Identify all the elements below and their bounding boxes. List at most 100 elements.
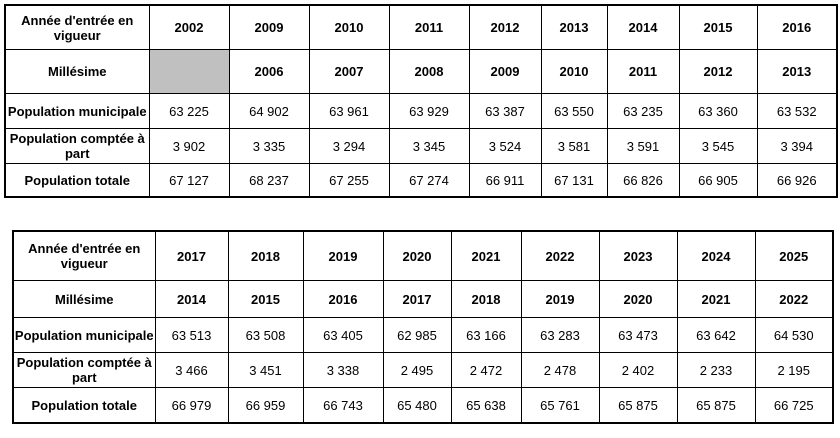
annee-cell: 2018 xyxy=(227,230,304,281)
row-pop-part: Population comptée à part 3 466 3 451 3 … xyxy=(12,352,834,388)
row-label-pop-totale: Population totale xyxy=(12,387,156,424)
annee-cell: 2024 xyxy=(676,230,756,281)
value-cell: 63 532 xyxy=(756,93,838,129)
annee-cell: 2014 xyxy=(606,4,680,50)
row-label-pop-municipale: Population municipale xyxy=(4,93,150,129)
value-cell: 63 405 xyxy=(302,317,384,353)
value-cell: 63 387 xyxy=(468,93,542,129)
row-label-pop-totale: Population totale xyxy=(4,163,150,198)
annee-cell: 2012 xyxy=(468,4,542,50)
millesime-cell: 2017 xyxy=(382,280,452,318)
value-cell: 3 545 xyxy=(678,128,758,164)
value-cell: 65 875 xyxy=(598,387,678,424)
annee-cell: 2017 xyxy=(154,230,229,281)
value-cell: 66 959 xyxy=(227,387,304,424)
row-annee: Année d'entrée en vigueur 2017 2018 2019… xyxy=(12,230,834,281)
row-pop-municipale: Population municipale 63 513 63 508 63 4… xyxy=(12,317,834,353)
millesime-cell: 2014 xyxy=(154,280,229,318)
row-millesime: Millésime 2006 2007 2008 2009 2010 2011 … xyxy=(4,49,838,94)
value-cell: 3 451 xyxy=(227,352,304,388)
millesime-cell: 2022 xyxy=(754,280,834,318)
row-annee: Année d'entrée en vigueur 2002 2009 2010… xyxy=(4,4,838,50)
millesime-cell: 2010 xyxy=(540,49,608,94)
millesime-cell: 2020 xyxy=(598,280,678,318)
row-pop-totale: Population totale 67 127 68 237 67 255 6… xyxy=(4,163,838,198)
value-cell: 3 345 xyxy=(388,128,470,164)
value-cell: 63 508 xyxy=(227,317,304,353)
value-cell: 3 524 xyxy=(468,128,542,164)
value-cell: 66 826 xyxy=(606,163,680,198)
population-table-1: Année d'entrée en vigueur 2002 2009 2010… xyxy=(4,4,838,198)
millesime-cell: 2008 xyxy=(388,49,470,94)
row-label-millesime: Millésime xyxy=(4,49,150,94)
value-cell: 67 274 xyxy=(388,163,470,198)
row-label-pop-part: Population comptée à part xyxy=(12,352,156,388)
value-cell: 62 985 xyxy=(382,317,452,353)
value-cell: 63 283 xyxy=(520,317,600,353)
annee-cell: 2010 xyxy=(308,4,390,50)
value-cell: 66 725 xyxy=(754,387,834,424)
millesime-cell: 2021 xyxy=(676,280,756,318)
value-cell: 2 195 xyxy=(754,352,834,388)
row-label-annee: Année d'entrée en vigueur xyxy=(4,4,150,50)
value-cell: 2 478 xyxy=(520,352,600,388)
value-cell: 66 743 xyxy=(302,387,384,424)
millesime-cell: 2019 xyxy=(520,280,600,318)
annee-cell: 2021 xyxy=(450,230,522,281)
value-cell: 3 591 xyxy=(606,128,680,164)
value-cell: 2 472 xyxy=(450,352,522,388)
value-cell: 63 235 xyxy=(606,93,680,129)
value-cell: 65 480 xyxy=(382,387,452,424)
millesime-cell: 2012 xyxy=(678,49,758,94)
value-cell: 3 338 xyxy=(302,352,384,388)
millesime-cell: 2016 xyxy=(302,280,384,318)
value-cell: 66 979 xyxy=(154,387,229,424)
millesime-empty-cell xyxy=(148,49,230,94)
value-cell: 68 237 xyxy=(228,163,310,198)
row-pop-part: Population comptée à part 3 902 3 335 3 … xyxy=(4,128,838,164)
value-cell: 63 929 xyxy=(388,93,470,129)
value-cell: 63 550 xyxy=(540,93,608,129)
annee-cell: 2022 xyxy=(520,230,600,281)
annee-cell: 2025 xyxy=(754,230,834,281)
value-cell: 3 466 xyxy=(154,352,229,388)
value-cell: 63 166 xyxy=(450,317,522,353)
value-cell: 65 638 xyxy=(450,387,522,424)
value-cell: 3 335 xyxy=(228,128,310,164)
row-label-annee: Année d'entrée en vigueur xyxy=(12,230,156,281)
millesime-cell: 2011 xyxy=(606,49,680,94)
value-cell: 66 905 xyxy=(678,163,758,198)
value-cell: 64 530 xyxy=(754,317,834,353)
value-cell: 63 360 xyxy=(678,93,758,129)
value-cell: 3 394 xyxy=(756,128,838,164)
annee-cell: 2020 xyxy=(382,230,452,281)
annee-cell: 2016 xyxy=(756,4,838,50)
value-cell: 63 473 xyxy=(598,317,678,353)
millesime-cell: 2018 xyxy=(450,280,522,318)
millesime-cell: 2009 xyxy=(468,49,542,94)
row-label-millesime: Millésime xyxy=(12,280,156,318)
value-cell: 2 402 xyxy=(598,352,678,388)
millesime-cell: 2006 xyxy=(228,49,310,94)
annee-cell: 2002 xyxy=(148,4,230,50)
row-millesime: Millésime 2014 2015 2016 2017 2018 2019 … xyxy=(12,280,834,318)
value-cell: 64 902 xyxy=(228,93,310,129)
annee-cell: 2023 xyxy=(598,230,678,281)
value-cell: 65 875 xyxy=(676,387,756,424)
row-pop-municipale: Population municipale 63 225 64 902 63 9… xyxy=(4,93,838,129)
millesime-cell: 2007 xyxy=(308,49,390,94)
value-cell: 66 911 xyxy=(468,163,542,198)
annee-cell: 2011 xyxy=(388,4,470,50)
value-cell: 63 642 xyxy=(676,317,756,353)
annee-cell: 2015 xyxy=(678,4,758,50)
value-cell: 63 961 xyxy=(308,93,390,129)
millesime-cell: 2013 xyxy=(756,49,838,94)
value-cell: 63 513 xyxy=(154,317,229,353)
value-cell: 3 902 xyxy=(148,128,230,164)
value-cell: 66 926 xyxy=(756,163,838,198)
row-pop-totale: Population totale 66 979 66 959 66 743 6… xyxy=(12,387,834,424)
population-table-2: Année d'entrée en vigueur 2017 2018 2019… xyxy=(12,230,834,424)
value-cell: 67 131 xyxy=(540,163,608,198)
annee-cell: 2019 xyxy=(302,230,384,281)
annee-cell: 2009 xyxy=(228,4,310,50)
